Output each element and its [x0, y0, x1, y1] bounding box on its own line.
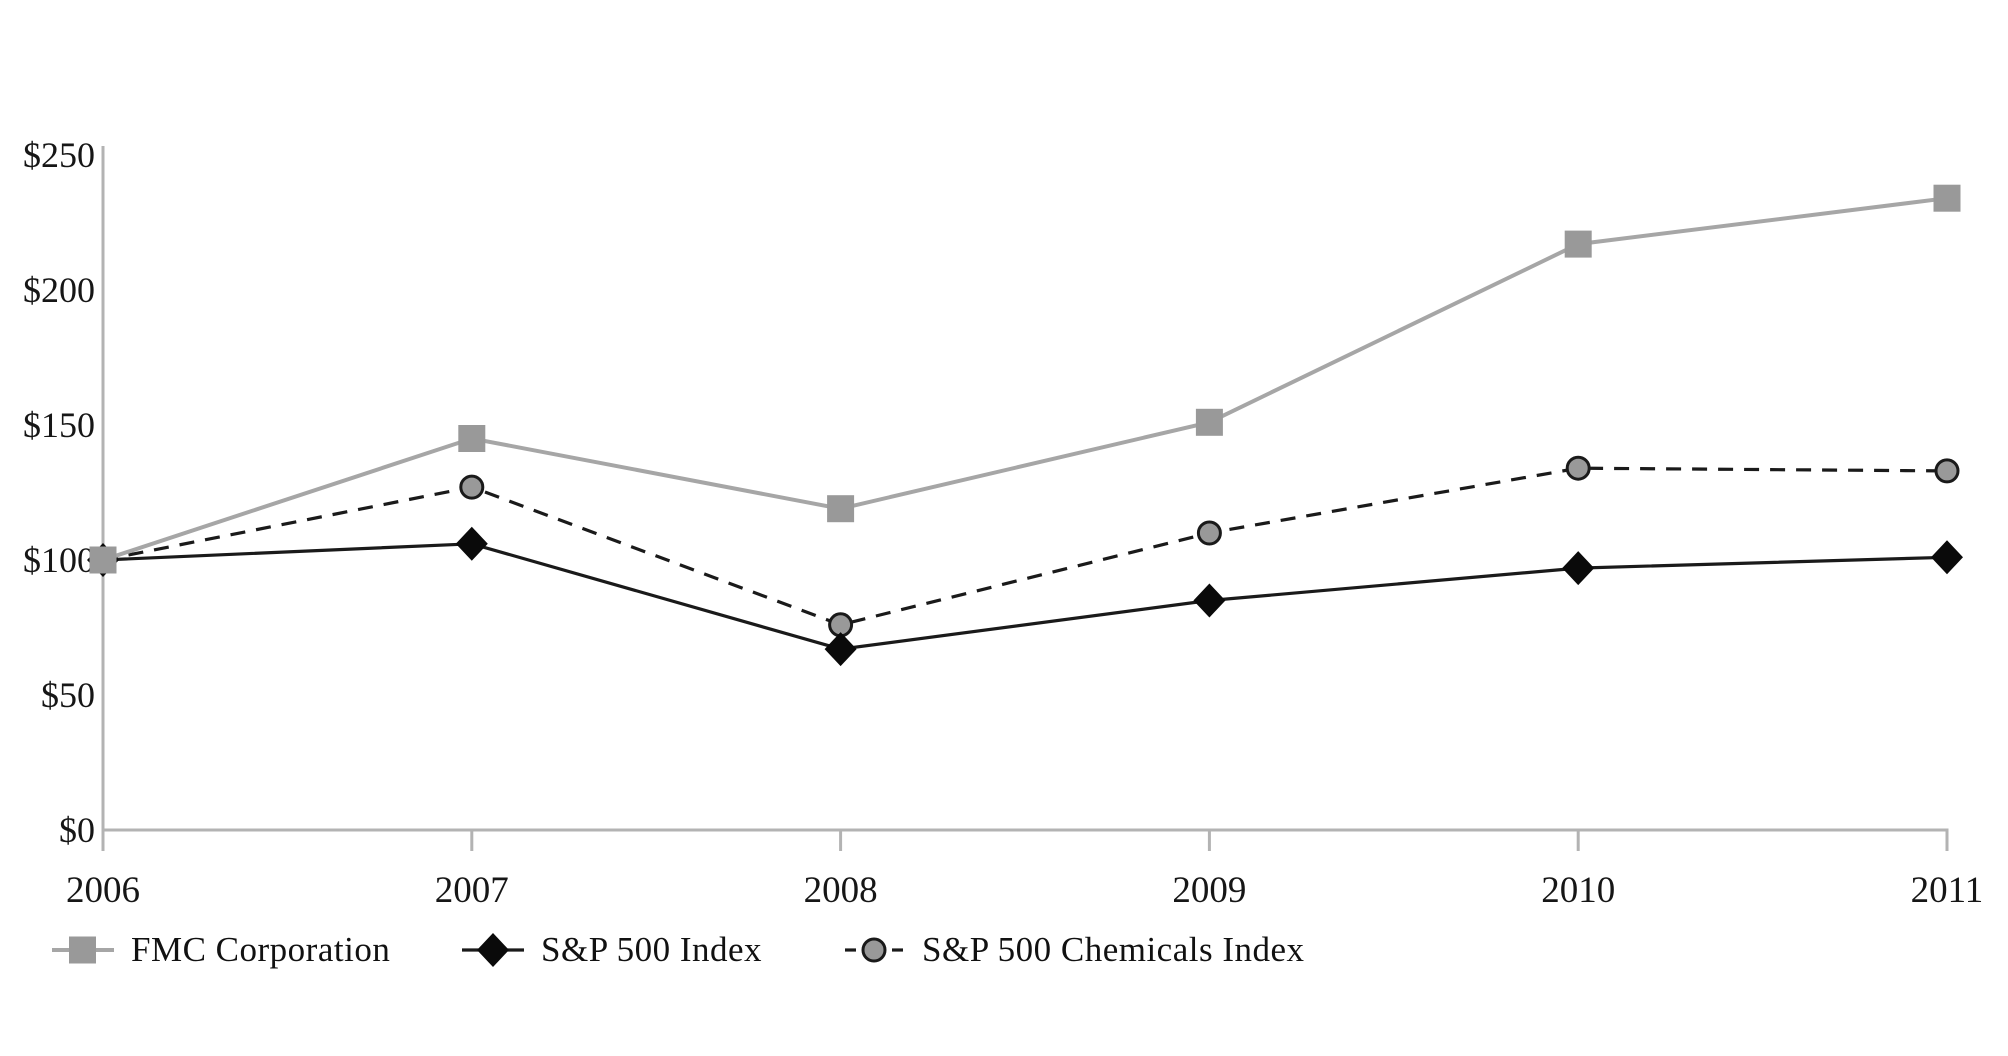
diamond-marker	[824, 632, 857, 667]
chemicals-circle-marker-icon	[845, 937, 903, 963]
diamond-marker	[1562, 551, 1595, 586]
y-axis-label: $50	[41, 675, 95, 715]
legend-item-fmc: FMC Corporation	[52, 926, 390, 974]
circle-marker	[459, 474, 485, 500]
x-axis-label: 2010	[1541, 870, 1615, 911]
x-axis-label: 2011	[1911, 870, 1984, 911]
diamond-marker	[1931, 540, 1963, 575]
series-line-circle	[102, 466, 1948, 627]
legend-label-fmc: FMC Corporation	[131, 930, 391, 969]
diamond-marker	[455, 526, 488, 561]
circle-marker	[1934, 458, 1960, 484]
sp500-diamond-marker-icon	[462, 933, 524, 967]
y-axis-label: $0	[59, 810, 95, 850]
x-axis-label: 2007	[435, 870, 509, 911]
square-marker	[1195, 408, 1223, 436]
legend-item-sp500: S&P 500 Index	[462, 926, 762, 974]
x-axis-label: 2006	[66, 870, 140, 911]
y-axis-label: $150	[23, 405, 95, 445]
diamond-marker	[1193, 583, 1226, 618]
y-axis-label: $100	[23, 540, 95, 580]
legend-label-sp500: S&P 500 Index	[541, 930, 763, 969]
circle-marker	[1196, 520, 1222, 546]
fmc-square-marker-icon	[52, 936, 114, 964]
legend-item-chemicals: S&P 500 Chemicals Index	[843, 926, 1305, 974]
legend-label-chemicals: S&P 500 Chemicals Index	[922, 930, 1305, 969]
y-axis-label: $250	[23, 135, 95, 175]
series-line-diamond	[102, 542, 1948, 651]
circle-marker	[1565, 455, 1591, 481]
series-line-square	[102, 196, 1948, 562]
chart-legend: FMC Corporation S&P 500 Index S&P 500 Ch…	[0, 926, 2008, 974]
square-marker	[458, 425, 486, 452]
x-axis-label: 2009	[1172, 870, 1246, 911]
x-axis-label: 2008	[804, 870, 878, 911]
square-marker	[89, 546, 117, 574]
square-marker	[827, 495, 855, 523]
square-marker	[1933, 184, 1961, 212]
y-axis-label: $200	[23, 270, 95, 310]
square-marker	[1564, 230, 1592, 258]
